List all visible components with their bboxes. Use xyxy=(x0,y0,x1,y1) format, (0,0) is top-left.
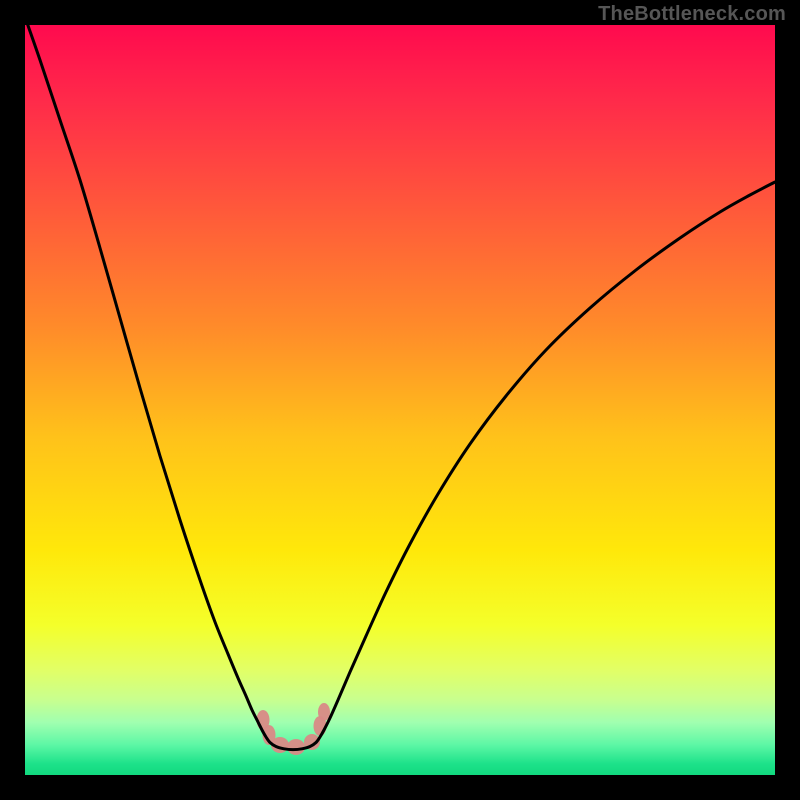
bottleneck-curve xyxy=(25,25,775,750)
chart-svg xyxy=(25,25,775,775)
plot-area xyxy=(25,25,775,775)
bump-overlay xyxy=(257,703,331,755)
bump-node xyxy=(318,703,330,721)
watermark-text: TheBottleneck.com xyxy=(598,3,786,26)
bump-node xyxy=(287,739,305,755)
